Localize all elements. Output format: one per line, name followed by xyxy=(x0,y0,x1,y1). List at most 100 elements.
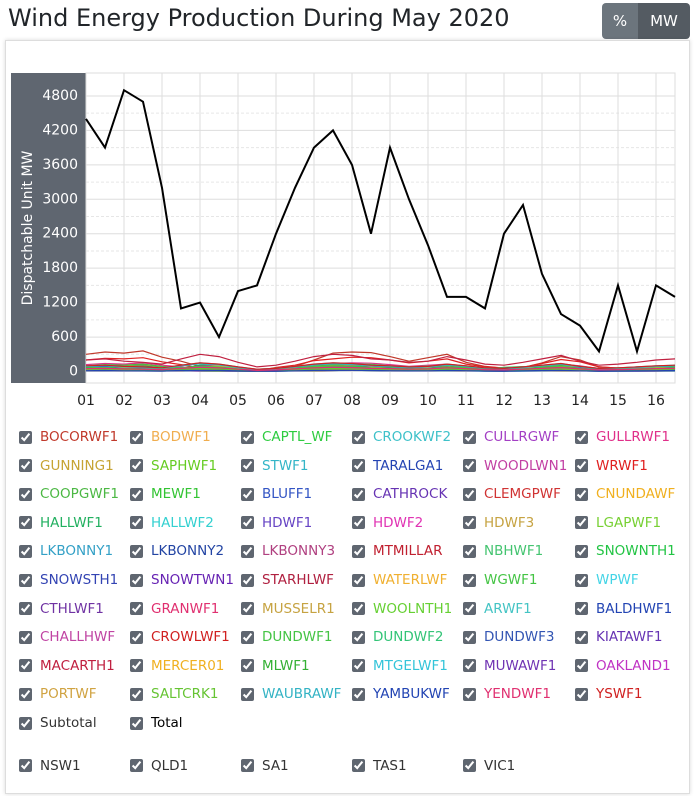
legend-checkbox[interactable] xyxy=(241,573,254,587)
legend-checkbox[interactable] xyxy=(575,430,588,444)
legend-checkbox[interactable] xyxy=(575,687,588,701)
legend-checkbox[interactable] xyxy=(352,687,365,701)
legend-checkbox[interactable] xyxy=(130,659,143,673)
legend-item: DUNDWF3 xyxy=(463,629,554,645)
legend-checkbox[interactable] xyxy=(352,602,365,616)
legend-checkbox[interactable] xyxy=(241,544,254,558)
unit-button[interactable]: MW xyxy=(638,3,690,39)
legend-item: SNOWNTH1 xyxy=(575,543,676,559)
x-tick-label: 15 xyxy=(609,393,627,409)
legend-checkbox[interactable] xyxy=(19,602,32,616)
legend-checkbox[interactable] xyxy=(463,516,476,530)
legend-item: WOODLWN1 xyxy=(463,458,567,474)
legend-checkbox[interactable] xyxy=(575,630,588,644)
legend-checkbox[interactable] xyxy=(463,687,476,701)
legend-checkbox[interactable] xyxy=(463,544,476,558)
legend-label: MTMILLAR xyxy=(373,543,443,560)
legend-label: WOODLWN1 xyxy=(484,457,568,474)
legend-checkbox[interactable] xyxy=(575,602,588,616)
y-tick-label: 4800 xyxy=(42,88,78,104)
legend-checkbox[interactable] xyxy=(241,459,254,473)
x-tick-label: 14 xyxy=(571,393,589,409)
legend-checkbox[interactable] xyxy=(241,687,254,701)
legend-item: KIATAWF1 xyxy=(575,629,662,645)
legend-label: QLD1 xyxy=(151,757,189,774)
legend-checkbox[interactable] xyxy=(19,430,32,444)
legend-checkbox[interactable] xyxy=(130,430,143,444)
legend-checkbox[interactable] xyxy=(352,573,365,587)
legend-checkbox[interactable] xyxy=(130,459,143,473)
legend-checkbox[interactable] xyxy=(352,659,365,673)
legend-checkbox[interactable] xyxy=(352,759,365,773)
legend-item: CROWLWF1 xyxy=(130,629,230,645)
legend-label: MTGELWF1 xyxy=(373,657,448,674)
legend-checkbox[interactable] xyxy=(241,630,254,644)
legend-checkbox[interactable] xyxy=(241,659,254,673)
legend-checkbox[interactable] xyxy=(241,430,254,444)
legend-checkbox[interactable] xyxy=(352,487,365,501)
legend-checkbox[interactable] xyxy=(463,659,476,673)
legend-checkbox[interactable] xyxy=(19,630,32,644)
legend-checkbox[interactable] xyxy=(352,459,365,473)
legend-label: CTHLWF1 xyxy=(40,600,104,617)
legend-item: QLD1 xyxy=(130,758,188,774)
legend-item: NSW1 xyxy=(19,758,81,774)
legend-item: NBHWF1 xyxy=(463,543,543,559)
legend-label: Total xyxy=(151,715,183,731)
legend-checkbox[interactable] xyxy=(130,630,143,644)
legend-checkbox[interactable] xyxy=(463,487,476,501)
legend-checkbox[interactable] xyxy=(19,487,32,501)
legend-item: BLUFF1 xyxy=(241,486,312,502)
legend-checkbox[interactable] xyxy=(130,516,143,530)
x-tick-label: 12 xyxy=(495,393,513,409)
y-tick-label: 2400 xyxy=(42,226,78,242)
legend-checkbox[interactable] xyxy=(241,487,254,501)
legend-label: LKBONNY2 xyxy=(151,543,225,560)
legend-checkbox[interactable] xyxy=(19,544,32,558)
legend-item: CTHLWF1 xyxy=(19,601,104,617)
legend-checkbox[interactable] xyxy=(352,544,365,558)
legend-checkbox[interactable] xyxy=(19,516,32,530)
legend-checkbox[interactable] xyxy=(575,459,588,473)
legend-checkbox[interactable] xyxy=(19,659,32,673)
legend-checkbox[interactable] xyxy=(352,630,365,644)
legend-checkbox[interactable] xyxy=(130,487,143,501)
legend-checkbox[interactable] xyxy=(463,430,476,444)
legend-item: TAS1 xyxy=(352,758,407,774)
legend-checkbox[interactable] xyxy=(352,430,365,444)
legend-checkbox[interactable] xyxy=(575,573,588,587)
legend-label: CATHROCK xyxy=(373,486,448,503)
legend-checkbox[interactable] xyxy=(19,687,32,701)
legend-label: YENDWF1 xyxy=(484,686,551,703)
legend-checkbox[interactable] xyxy=(130,759,143,773)
legend-checkbox[interactable] xyxy=(19,573,32,587)
legend-checkbox[interactable] xyxy=(463,459,476,473)
legend-label: ARWF1 xyxy=(484,600,532,617)
legend-checkbox[interactable] xyxy=(575,544,588,558)
legend-checkbox[interactable] xyxy=(130,602,143,616)
legend-checkbox[interactable] xyxy=(130,716,143,730)
legend-checkbox[interactable] xyxy=(241,759,254,773)
legend-checkbox[interactable] xyxy=(19,459,32,473)
legend-checkbox[interactable] xyxy=(463,573,476,587)
legend-checkbox[interactable] xyxy=(575,487,588,501)
legend-item: CLEMGPWF xyxy=(463,486,561,502)
legend-checkbox[interactable] xyxy=(241,602,254,616)
legend-checkbox[interactable] xyxy=(130,544,143,558)
legend-checkbox[interactable] xyxy=(130,573,143,587)
legend-checkbox[interactable] xyxy=(463,602,476,616)
unit-button[interactable]: % xyxy=(602,3,638,39)
legend-checkbox[interactable] xyxy=(575,516,588,530)
legend-item: LKBONNY1 xyxy=(19,543,113,559)
legend-checkbox[interactable] xyxy=(352,516,365,530)
legend-checkbox[interactable] xyxy=(19,759,32,773)
legend-checkbox[interactable] xyxy=(463,630,476,644)
legend-checkbox[interactable] xyxy=(575,659,588,673)
legend-item: GRANWF1 xyxy=(130,601,219,617)
legend-checkbox[interactable] xyxy=(241,516,254,530)
legend-item: SA1 xyxy=(241,758,289,774)
legend-checkbox[interactable] xyxy=(19,716,32,730)
legend-item: BALDHWF1 xyxy=(575,601,672,617)
legend-checkbox[interactable] xyxy=(130,687,143,701)
legend-checkbox[interactable] xyxy=(463,759,476,773)
